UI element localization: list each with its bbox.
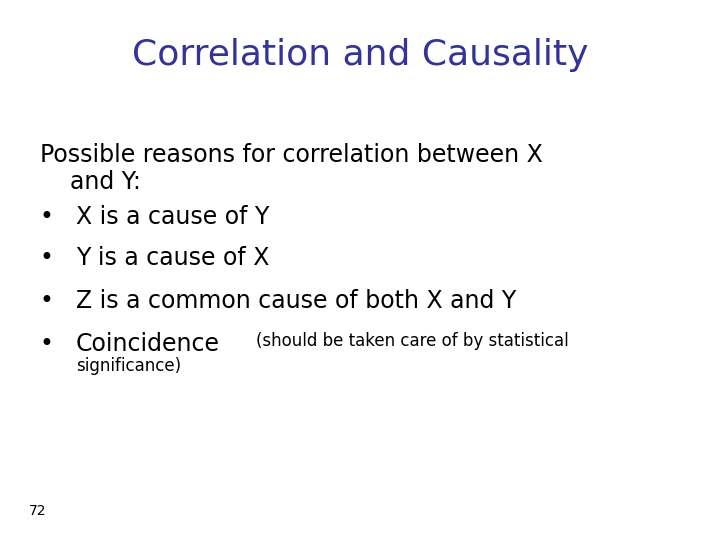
Text: Coincidence: Coincidence (76, 332, 220, 356)
Text: Possible reasons for correlation between X: Possible reasons for correlation between… (40, 143, 542, 167)
Text: •: • (40, 289, 54, 313)
Text: •: • (40, 332, 54, 356)
Text: Y is a cause of X: Y is a cause of X (76, 246, 269, 269)
Text: •: • (40, 205, 54, 229)
Text: Z is a common cause of both X and Y: Z is a common cause of both X and Y (76, 289, 516, 313)
Text: and Y:: and Y: (40, 170, 140, 194)
Text: (should be taken care of by statistical: (should be taken care of by statistical (256, 332, 568, 350)
Text: 72: 72 (29, 504, 46, 518)
Text: •: • (40, 246, 54, 269)
Text: significance): significance) (76, 357, 181, 375)
Text: Correlation and Causality: Correlation and Causality (132, 38, 588, 72)
Text: X is a cause of Y: X is a cause of Y (76, 205, 269, 229)
